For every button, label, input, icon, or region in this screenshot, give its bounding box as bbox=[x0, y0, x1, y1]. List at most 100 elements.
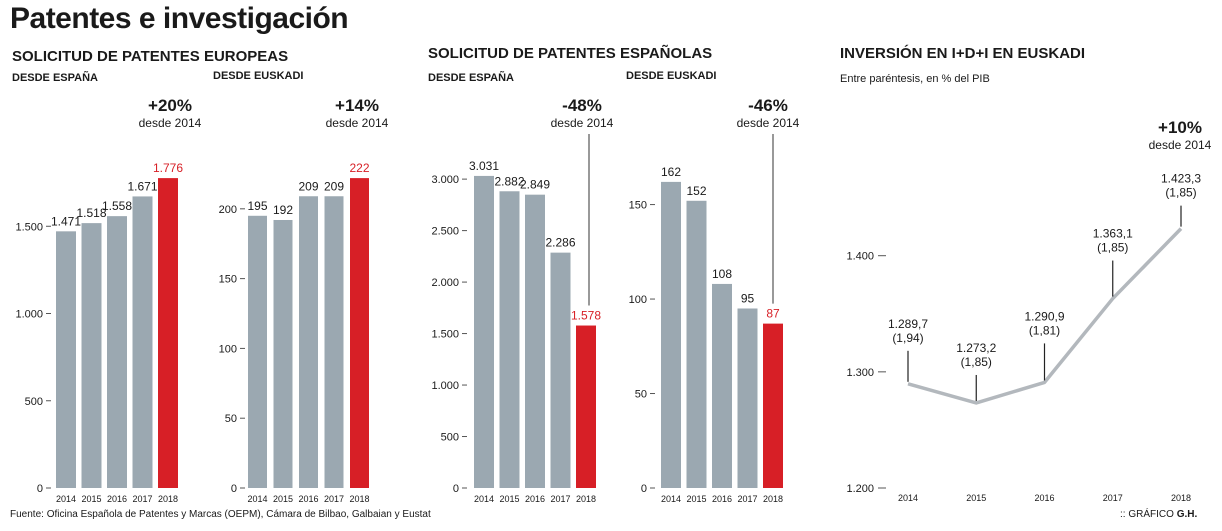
europeas-espana-change-sub: desde 2014 bbox=[139, 116, 202, 130]
inversion-pib-label: (1,85) bbox=[961, 355, 992, 369]
espanolas-espana-bar-2017 bbox=[550, 252, 571, 488]
europeas-euskadi-bar-2015 bbox=[273, 219, 293, 488]
europeas-espana-change: +20% bbox=[148, 96, 192, 115]
europeas-euskadi-bar-2018 bbox=[350, 178, 369, 488]
espanolas-euskadi-ytick-label: 150 bbox=[629, 200, 647, 212]
europeas-euskadi-bar-2017 bbox=[324, 196, 344, 489]
europeas-euskadi-bar-2014 bbox=[248, 215, 267, 489]
europeas-espana-ytick-label: 1.500 bbox=[15, 221, 43, 233]
inversion-pib-label: (1,85) bbox=[1165, 186, 1196, 200]
espanolas-espana-change: -48% bbox=[562, 96, 602, 115]
europeas-espana-value-label: 1.671 bbox=[127, 179, 157, 193]
europeas-espana-value-label: 1.776 bbox=[153, 161, 183, 175]
section-title-inversion: INVERSIÓN EN I+D+I EN EUSKADI bbox=[840, 45, 1086, 62]
espanolas-euskadi-ytick-label: 50 bbox=[635, 389, 647, 401]
espanolas-euskadi-bar-2015 bbox=[686, 200, 707, 488]
europeas-euskadi-ytick-label: 50 bbox=[225, 413, 237, 425]
inversion-ytick-label: 1.300 bbox=[846, 367, 874, 379]
espanolas-euskadi-bar-2014 bbox=[661, 181, 681, 488]
espanolas-espana-bar-2016 bbox=[525, 194, 545, 488]
europeas-euskadi-category-label: 2017 bbox=[324, 494, 344, 504]
europeas-espana-bar-2014 bbox=[56, 231, 76, 489]
espanolas-espana-ytick-label: 1.500 bbox=[431, 329, 459, 341]
espanolas-euskadi-change-sub: desde 2014 bbox=[737, 116, 800, 130]
espanolas-euskadi-bar-2018 bbox=[763, 323, 783, 488]
espanolas-euskadi-change: -46% bbox=[748, 96, 788, 115]
espanolas-euskadi-value-label: 87 bbox=[766, 307, 780, 321]
espanolas-espana-category-label: 2017 bbox=[550, 494, 570, 504]
europeas-espana-bar-2017 bbox=[132, 196, 153, 488]
espanolas-euskadi-bar-2016 bbox=[712, 283, 732, 488]
espanolas-euskadi-category-label: 2015 bbox=[686, 494, 706, 504]
inversion-value-label: 1.363,1 bbox=[1093, 227, 1133, 241]
espanolas-euskadi-category-label: 2016 bbox=[712, 494, 732, 504]
espanolas-espana-bar-2015 bbox=[499, 191, 520, 488]
europeas-espana-category-label: 2014 bbox=[56, 494, 76, 504]
espanolas-espana-ytick-label: 2.000 bbox=[431, 277, 459, 289]
espanolas-euskadi-value-label: 152 bbox=[686, 184, 706, 198]
europeas-euskadi-category-label: 2018 bbox=[349, 494, 369, 504]
espanolas-euskadi-value-label: 95 bbox=[741, 291, 755, 305]
subtitle-europeas-euskadi: DESDE EUSKADI bbox=[213, 70, 304, 82]
europeas-espana-category-label: 2017 bbox=[132, 494, 152, 504]
page-title: Patentes e investigación bbox=[10, 2, 349, 35]
europeas-espana-ytick-label: 1.000 bbox=[15, 309, 43, 321]
inversion-x-label: 2017 bbox=[1103, 493, 1123, 503]
inversion-x-label: 2018 bbox=[1171, 493, 1191, 503]
inversion-x-label: 2014 bbox=[898, 493, 918, 503]
espanolas-euskadi-ytick-label: 0 bbox=[641, 483, 647, 495]
espanolas-espana-category-label: 2015 bbox=[499, 494, 519, 504]
europeas-espana-ytick-label: 0 bbox=[37, 483, 43, 495]
europeas-espana-bar-2016 bbox=[107, 216, 127, 488]
espanolas-espana-value-label: 3.031 bbox=[469, 159, 499, 173]
europeas-euskadi-change-sub: desde 2014 bbox=[326, 116, 389, 130]
inversion-note: Entre paréntesis, en % del PIB bbox=[840, 73, 990, 85]
inversion-ytick-label: 1.400 bbox=[846, 251, 874, 263]
europeas-euskadi-category-label: 2015 bbox=[273, 494, 293, 504]
espanolas-espana-category-label: 2016 bbox=[525, 494, 545, 504]
europeas-espana-value-label: 1.518 bbox=[76, 206, 106, 220]
espanolas-espana-ytick-label: 1.000 bbox=[431, 380, 459, 392]
espanolas-espana-value-label: 2.882 bbox=[494, 174, 524, 188]
espanolas-espana-category-label: 2018 bbox=[576, 494, 596, 504]
europeas-euskadi-category-label: 2014 bbox=[247, 494, 267, 504]
inversion-value-label: 1.423,3 bbox=[1161, 172, 1201, 186]
inversion-value-label: 1.289,7 bbox=[888, 317, 928, 331]
section-title-espanolas: SOLICITUD DE PATENTES ESPAÑOLAS bbox=[428, 45, 713, 62]
inversion-pib-label: (1,81) bbox=[1029, 323, 1060, 337]
espanolas-espana-ytick-label: 500 bbox=[441, 432, 459, 444]
subtitle-europeas-espana: DESDE ESPAÑA bbox=[12, 72, 98, 84]
espanolas-espana-ytick-label: 0 bbox=[453, 483, 459, 495]
inversion-ytick-label: 1.200 bbox=[846, 483, 874, 495]
europeas-euskadi-ytick-label: 100 bbox=[219, 343, 237, 355]
credit-prefix: :: GRÁFICO bbox=[1120, 509, 1174, 520]
inversion-change-sub: desde 2014 bbox=[1149, 138, 1212, 152]
espanolas-euskadi-category-label: 2014 bbox=[661, 494, 681, 504]
espanolas-euskadi-category-label: 2017 bbox=[737, 494, 757, 504]
europeas-espana-value-label: 1.471 bbox=[51, 214, 81, 228]
europeas-euskadi-ytick-label: 200 bbox=[219, 204, 237, 216]
europeas-espana-category-label: 2015 bbox=[81, 494, 101, 504]
europeas-espana-value-label: 1.558 bbox=[102, 199, 132, 213]
inversion-change: +10% bbox=[1158, 118, 1202, 137]
espanolas-espana-bar-2014 bbox=[474, 175, 494, 489]
inversion-series-line bbox=[907, 227, 1183, 405]
subtitle-espanolas-espana: DESDE ESPAÑA bbox=[428, 72, 514, 84]
europeas-euskadi-ytick-label: 150 bbox=[219, 274, 237, 286]
europeas-espana-ytick-label: 500 bbox=[25, 396, 43, 408]
espanolas-espana-value-label: 2.849 bbox=[520, 178, 550, 192]
europeas-euskadi-change: +14% bbox=[335, 96, 379, 115]
espanolas-espana-ytick-label: 2.500 bbox=[431, 226, 459, 238]
europeas-euskadi-value-label: 222 bbox=[349, 161, 369, 175]
espanolas-espana-bar-2018 bbox=[576, 325, 596, 488]
espanolas-espana-value-label: 2.286 bbox=[545, 236, 575, 250]
source-note: Fuente: Oficina Española de Patentes y M… bbox=[10, 509, 431, 520]
europeas-espana-bar-2018 bbox=[158, 178, 178, 488]
section-title-europeas: SOLICITUD DE PATENTES EUROPEAS bbox=[12, 48, 289, 65]
europeas-espana-category-label: 2016 bbox=[107, 494, 127, 504]
espanolas-espana-value-label: 1.578 bbox=[571, 309, 601, 323]
europeas-euskadi-ytick-label: 0 bbox=[231, 483, 237, 495]
europeas-euskadi-value-label: 209 bbox=[324, 179, 344, 193]
espanolas-euskadi-value-label: 108 bbox=[712, 267, 732, 281]
espanolas-euskadi-category-label: 2018 bbox=[763, 494, 783, 504]
